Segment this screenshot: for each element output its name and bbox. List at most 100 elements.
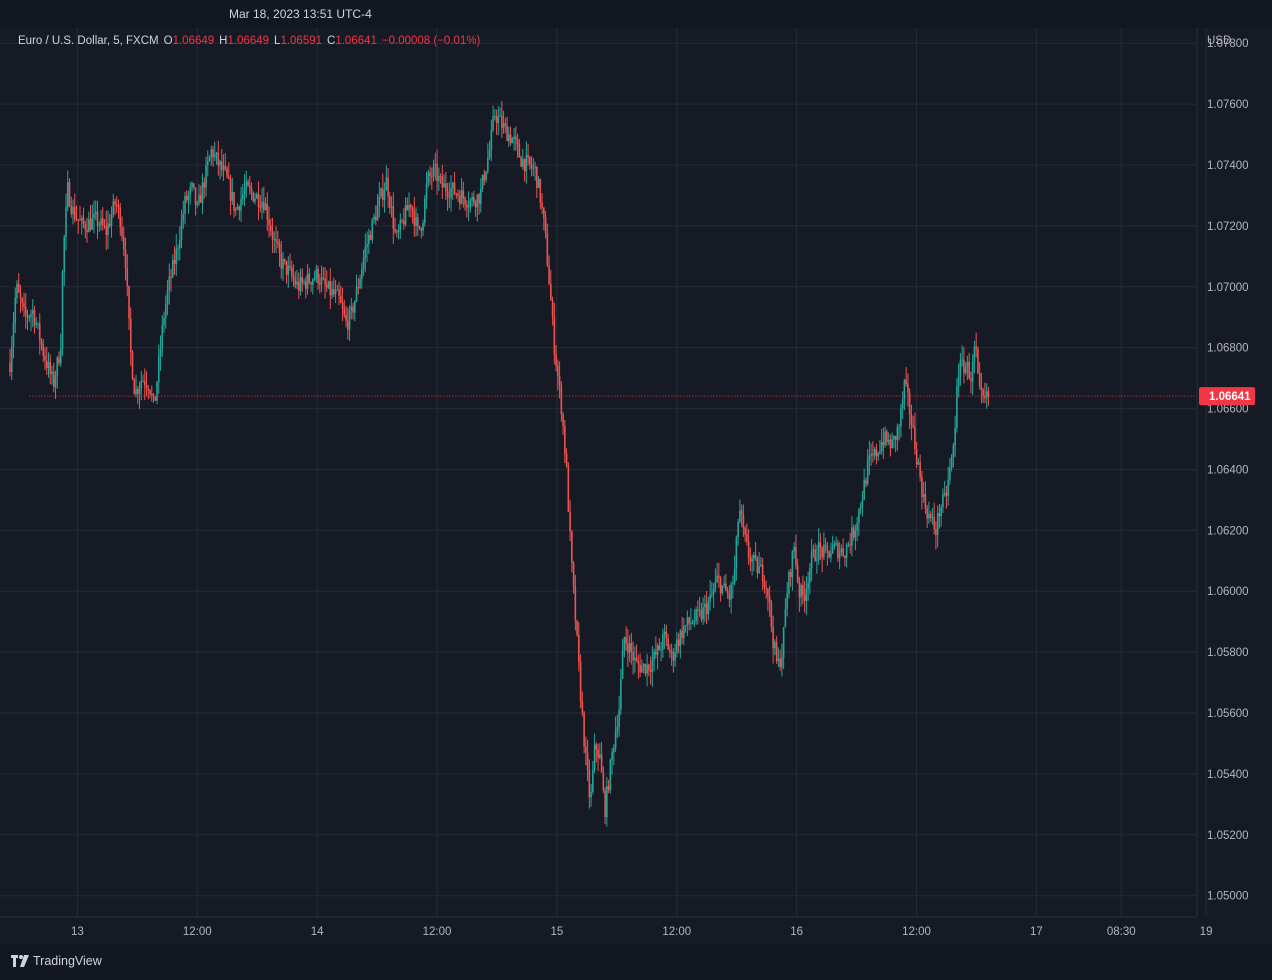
candle-body [418, 225, 421, 229]
candle-body [504, 123, 507, 126]
candle-body [957, 376, 960, 387]
candle-body [70, 205, 73, 214]
candle-body [714, 581, 717, 589]
candle-body [457, 194, 459, 196]
candle-body [854, 530, 857, 538]
candle-body [12, 323, 15, 347]
candle-body [164, 304, 167, 318]
candle-body [581, 701, 584, 713]
candle-body [898, 426, 900, 428]
candle-body [473, 196, 475, 203]
candle-body [462, 190, 465, 198]
candle-body [72, 206, 74, 214]
candle-body [674, 652, 676, 661]
candle-body [821, 547, 823, 558]
candle-body [658, 645, 661, 650]
time-axis: 13 12:00 14 12:00 15 12:00 16 12:00 17 08:30 19 [71, 926, 1213, 938]
candle-body [259, 206, 262, 208]
candle-body [47, 362, 50, 369]
candle-body [448, 196, 451, 198]
candle-body [716, 575, 718, 582]
candle-body [91, 218, 94, 230]
candle-body [583, 712, 585, 747]
candle-body [157, 356, 160, 383]
x-tick-label: 12:00 [423, 926, 452, 938]
candle-body [593, 744, 596, 770]
candle-body [984, 395, 986, 398]
candle-body [639, 664, 641, 673]
candle-body [203, 182, 206, 188]
x-tick-label: 12:00 [662, 926, 691, 938]
candle-body [914, 427, 916, 450]
x-tick-label: 14 [311, 926, 324, 938]
candle-body [355, 287, 358, 302]
symbol-name[interactable]: Euro / U.S. Dollar, 5, FXCM [18, 35, 159, 47]
candle-body [644, 664, 647, 674]
candle-body [490, 130, 493, 151]
candle-body [185, 196, 188, 201]
candle-body [940, 507, 942, 517]
candle-body [471, 196, 473, 201]
candle-body [376, 205, 379, 221]
candle-body [877, 452, 879, 457]
candle-body [572, 562, 575, 587]
candle-body [264, 203, 267, 211]
candle-body [697, 609, 699, 611]
candle-body [26, 314, 29, 318]
candle-body [837, 543, 839, 559]
candle-body [411, 207, 414, 211]
candle-body [634, 657, 636, 661]
candle-body [313, 277, 316, 280]
candle-body [856, 523, 858, 531]
candle-body [422, 222, 424, 231]
candle-body [707, 601, 710, 615]
candle-body [439, 176, 442, 178]
tradingview-logo[interactable]: TradingView [11, 954, 102, 968]
candle-body [791, 551, 794, 578]
candle-body [217, 152, 220, 166]
candle-body [348, 309, 351, 330]
candle-body [805, 588, 808, 601]
candle-body [667, 638, 669, 650]
candle-body [868, 455, 871, 461]
candle-body [698, 610, 701, 612]
candle-body [903, 379, 906, 400]
candle-body [929, 513, 932, 518]
candle-body [611, 752, 613, 760]
candle-body [595, 744, 598, 750]
candle-body [880, 442, 883, 452]
candle-body [150, 393, 153, 395]
candle-body [19, 292, 22, 299]
candle-body [807, 582, 809, 589]
candle-body [627, 643, 629, 654]
top-toolbar [0, 0, 1272, 28]
candle-body [283, 259, 286, 262]
candle-body [649, 670, 652, 672]
candle-body [579, 662, 582, 702]
candle-body [546, 233, 549, 266]
candle-body [901, 399, 904, 409]
y-tick-label: 1.06000 [1207, 586, 1249, 598]
candle-body [276, 241, 279, 244]
candle-body [226, 168, 228, 177]
y-tick-label: 1.05600 [1207, 708, 1249, 720]
candle-body [101, 218, 104, 226]
candle-body [168, 276, 171, 290]
candle-body [333, 289, 335, 295]
price-chart[interactable]: 1.07800 1.07600 1.07400 1.07200 1.07000 1.068… [0, 0, 1272, 944]
candle-body [257, 194, 260, 207]
candle-body [149, 390, 151, 394]
candle-body [672, 651, 675, 661]
candle-body [943, 492, 946, 495]
candle-body [602, 772, 605, 791]
candle-body [635, 657, 638, 661]
candle-body [255, 194, 258, 199]
candle-body [189, 187, 192, 195]
candle-body [924, 494, 927, 509]
candle-body [956, 386, 958, 428]
candle-body [345, 314, 347, 321]
candle-body [933, 517, 935, 530]
candle-body [695, 609, 697, 621]
candle-body [65, 207, 67, 237]
candle-body [347, 320, 349, 330]
